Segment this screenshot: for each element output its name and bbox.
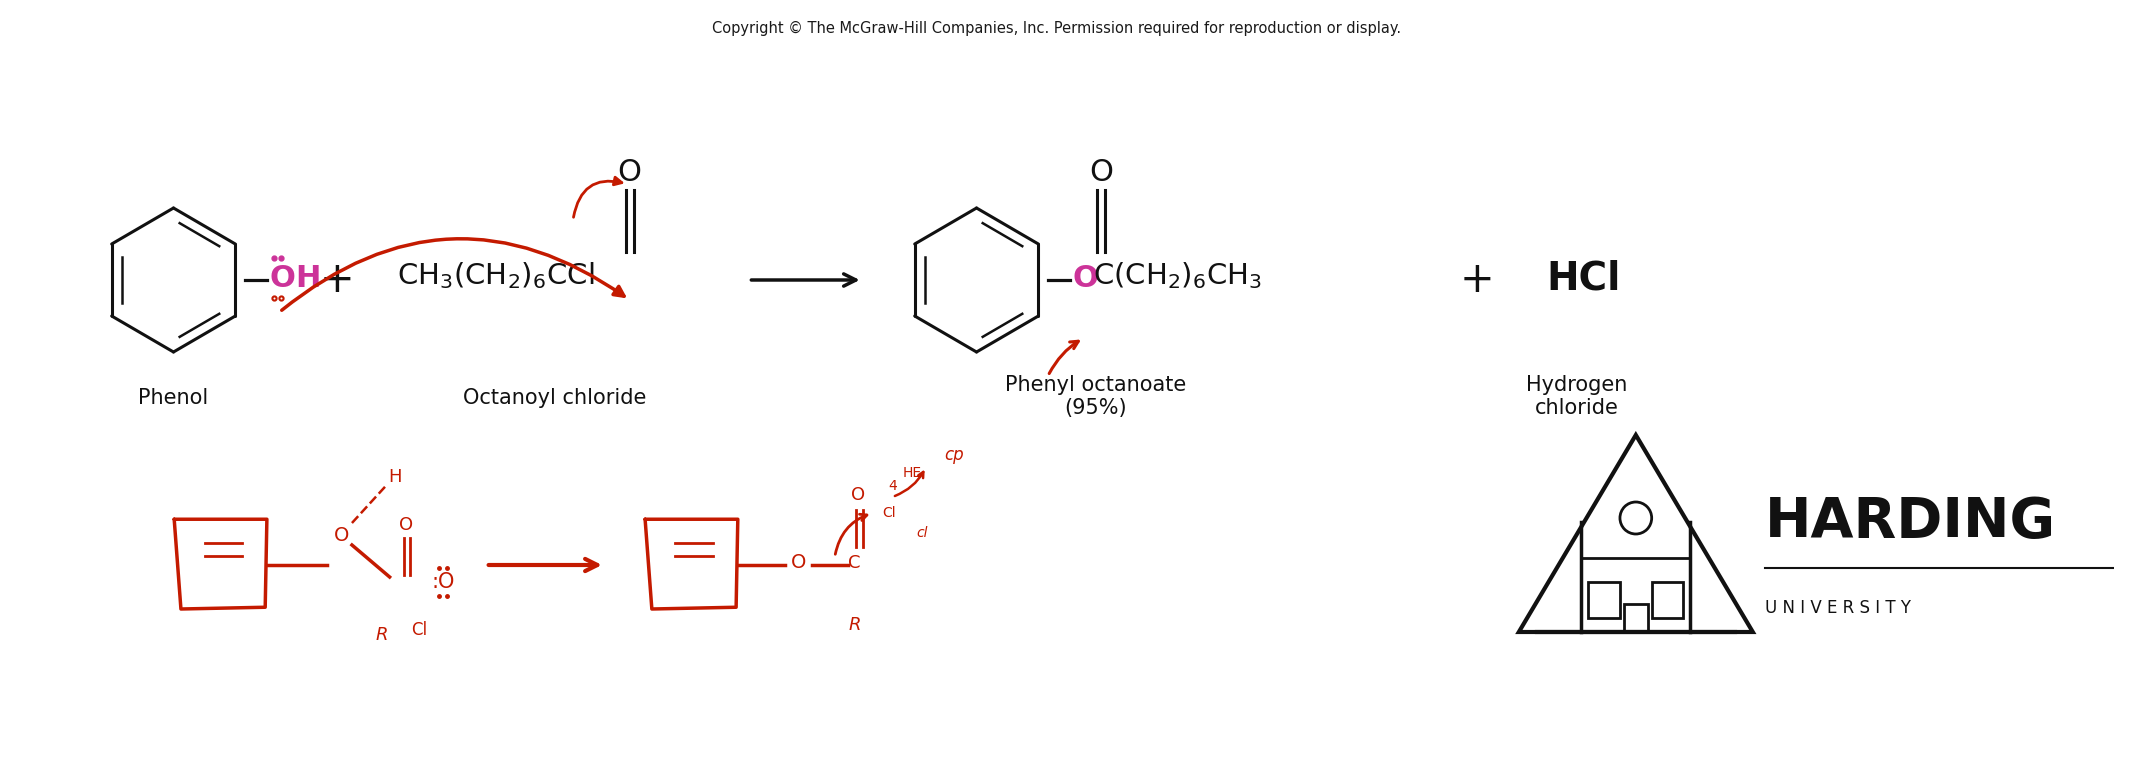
Text: chloride: chloride (1535, 398, 1618, 418)
Text: H: H (296, 263, 320, 293)
Text: H: H (388, 468, 401, 486)
Text: R: R (375, 626, 388, 644)
Text: C: C (849, 554, 861, 572)
Text: HARDING: HARDING (1765, 495, 2055, 549)
Text: Cl: Cl (883, 506, 895, 520)
Text: O: O (618, 158, 642, 186)
Text: cp: cp (944, 446, 964, 464)
Text: Hydrogen: Hydrogen (1527, 375, 1627, 395)
Bar (1652, 582, 1684, 618)
Text: Cl: Cl (411, 621, 426, 639)
Bar (1588, 582, 1620, 618)
Text: HCl: HCl (1546, 259, 1620, 297)
Text: R: R (849, 616, 861, 634)
Text: +: + (320, 259, 354, 301)
Text: O: O (851, 486, 866, 504)
Text: CH$_3$(CH$_2$)$_6$CCl: CH$_3$(CH$_2$)$_6$CCl (397, 260, 595, 291)
Text: O: O (335, 525, 350, 544)
Text: (95%): (95%) (1064, 398, 1128, 418)
Text: HE: HE (902, 466, 921, 480)
Text: O: O (269, 263, 296, 293)
Text: :O: :O (431, 572, 454, 592)
Text: O: O (1089, 158, 1113, 186)
Text: C(CH$_2$)$_6$CH$_3$: C(CH$_2$)$_6$CH$_3$ (1092, 260, 1262, 291)
Text: O: O (791, 554, 806, 573)
Text: U N I V E R S I T Y: U N I V E R S I T Y (1765, 599, 1910, 617)
Text: 4: 4 (887, 479, 898, 493)
Text: cl: cl (917, 526, 927, 540)
Text: Phenol: Phenol (139, 388, 209, 408)
Text: Copyright © The McGraw-Hill Companies, Inc. Permission required for reproduction: Copyright © The McGraw-Hill Companies, I… (712, 21, 1401, 35)
Text: Phenyl octanoate: Phenyl octanoate (1004, 375, 1185, 395)
Text: O: O (399, 516, 414, 534)
Bar (1625, 604, 1648, 632)
Text: +: + (1460, 259, 1495, 301)
Text: Octanoyl chloride: Octanoyl chloride (463, 388, 646, 408)
Text: O: O (1072, 263, 1098, 293)
